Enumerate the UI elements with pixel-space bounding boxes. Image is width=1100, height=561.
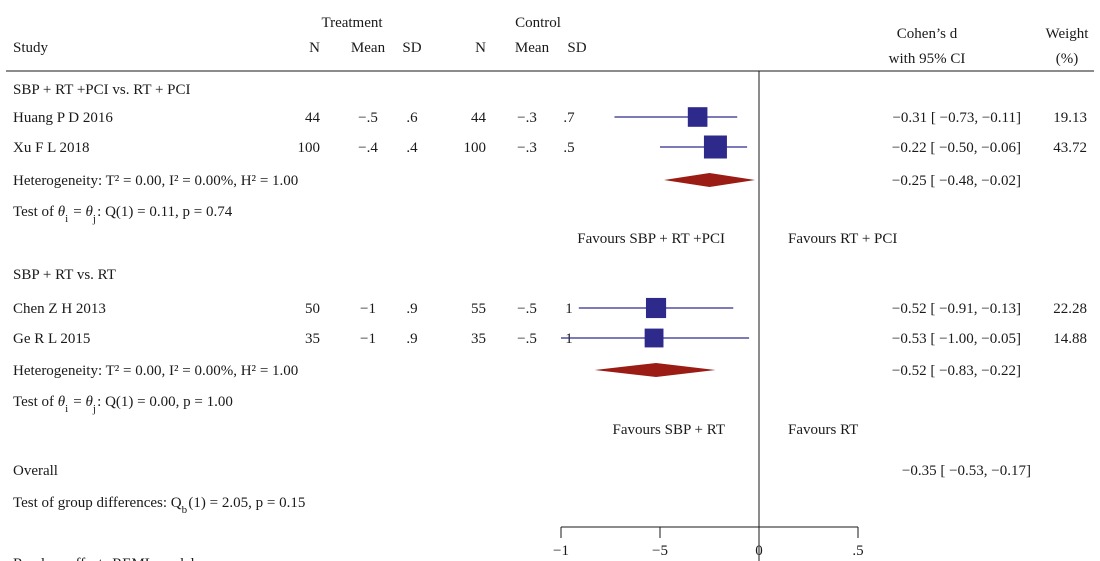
x-tick-label: −5 bbox=[652, 543, 668, 559]
study-name: Ge R L 2015 bbox=[13, 331, 90, 347]
homogeneity-test-text: Test of θi = θj : Q(1) = 0.00, p = 1.00 bbox=[13, 394, 233, 415]
study-weight: 43.72 bbox=[1053, 140, 1087, 156]
header-weight-pct: (%) bbox=[1056, 51, 1079, 67]
header-control-n: N bbox=[475, 40, 486, 56]
study-name: Huang P D 2016 bbox=[13, 110, 113, 126]
header-treatment-n: N bbox=[309, 40, 320, 56]
heterogeneity-text: Heterogeneity: T² = 0.00, I² = 0.00%, H²… bbox=[13, 363, 298, 379]
control-n: 100 bbox=[464, 140, 487, 156]
treatment-n: 44 bbox=[305, 110, 321, 126]
header-control-sd: SD bbox=[567, 40, 586, 56]
control-mean: −.3 bbox=[517, 110, 537, 126]
favours-right: Favours RT bbox=[788, 422, 858, 438]
control-mean: −.5 bbox=[517, 331, 537, 347]
study-weight: 19.13 bbox=[1053, 110, 1087, 126]
study-marker bbox=[703, 135, 727, 159]
treatment-n: 35 bbox=[305, 331, 320, 347]
group-label: SBP + RT +PCI vs. RT + PCI bbox=[13, 82, 191, 98]
study-effect-ci: −0.22 [ −0.50, −0.06] bbox=[892, 140, 1021, 156]
study-weight: 14.88 bbox=[1053, 331, 1087, 347]
favours-left: Favours SBP + RT bbox=[613, 422, 725, 438]
header-treatment-sd: SD bbox=[402, 40, 421, 56]
header-weight: Weight bbox=[1046, 26, 1090, 42]
study-effect-ci: −0.31 [ −0.73, −0.11] bbox=[892, 110, 1021, 126]
treatment-sd: .4 bbox=[406, 140, 418, 156]
study-marker bbox=[644, 328, 664, 348]
study-marker bbox=[687, 107, 708, 127]
study-weight: 22.28 bbox=[1053, 301, 1087, 317]
study-effect-ci: −0.53 [ −1.00, −0.05] bbox=[892, 331, 1021, 347]
pooled-effect-ci: −0.25 [ −0.48, −0.02] bbox=[892, 173, 1021, 189]
treatment-mean: −1 bbox=[360, 331, 376, 347]
treatment-sd: .9 bbox=[406, 331, 417, 347]
homogeneity-test-text: Test of θi = θj : Q(1) = 0.11, p = 0.74 bbox=[13, 204, 233, 225]
treatment-sd: .6 bbox=[406, 110, 418, 126]
header-treatment: Treatment bbox=[321, 15, 383, 31]
treatment-n: 100 bbox=[298, 140, 321, 156]
study-marker bbox=[645, 297, 667, 319]
overall-effect-ci: −0.35 [ −0.53, −0.17] bbox=[902, 463, 1031, 479]
header-study: Study bbox=[13, 40, 49, 56]
header-effect: Cohen’s d bbox=[897, 26, 958, 42]
header-treatment-mean: Mean bbox=[351, 40, 386, 56]
treatment-n: 50 bbox=[305, 301, 320, 317]
x-tick-label: .5 bbox=[852, 543, 863, 559]
treatment-mean: −.5 bbox=[358, 110, 378, 126]
control-n: 44 bbox=[471, 110, 487, 126]
overall-label: Overall bbox=[13, 463, 58, 479]
header-control-mean: Mean bbox=[515, 40, 550, 56]
study-effect-ci: −0.52 [ −0.91, −0.13] bbox=[892, 301, 1021, 317]
control-mean: −.3 bbox=[517, 140, 537, 156]
header-effect-ci: with 95% CI bbox=[889, 51, 966, 67]
footer-model-note: Random-effects REML model bbox=[13, 556, 195, 561]
control-sd: .7 bbox=[563, 110, 575, 126]
study-name: Chen Z H 2013 bbox=[13, 301, 106, 317]
control-sd: 1 bbox=[565, 301, 573, 317]
control-sd: .5 bbox=[563, 140, 574, 156]
heterogeneity-text: Heterogeneity: T² = 0.00, I² = 0.00%, H²… bbox=[13, 173, 298, 189]
treatment-mean: −.4 bbox=[358, 140, 378, 156]
favours-left: Favours SBP + RT +PCI bbox=[577, 231, 725, 247]
pooled-effect-ci: −0.52 [ −0.83, −0.22] bbox=[892, 363, 1021, 379]
group-label: SBP + RT vs. RT bbox=[13, 267, 116, 283]
control-sd: 1 bbox=[565, 331, 573, 347]
x-tick-label: 0 bbox=[755, 543, 763, 559]
pooled-diamond bbox=[663, 173, 756, 187]
control-n: 55 bbox=[471, 301, 486, 317]
favours-right: Favours RT + PCI bbox=[788, 231, 897, 247]
treatment-mean: −1 bbox=[360, 301, 376, 317]
pooled-diamond bbox=[594, 363, 716, 377]
control-n: 35 bbox=[471, 331, 486, 347]
header-control: Control bbox=[515, 15, 561, 31]
control-mean: −.5 bbox=[517, 301, 537, 317]
group-difference-test: Test of group differences: Qb (1) = 2.05… bbox=[13, 495, 305, 516]
treatment-sd: .9 bbox=[406, 301, 417, 317]
study-name: Xu F L 2018 bbox=[13, 140, 90, 156]
x-tick-label: −1 bbox=[553, 543, 569, 559]
